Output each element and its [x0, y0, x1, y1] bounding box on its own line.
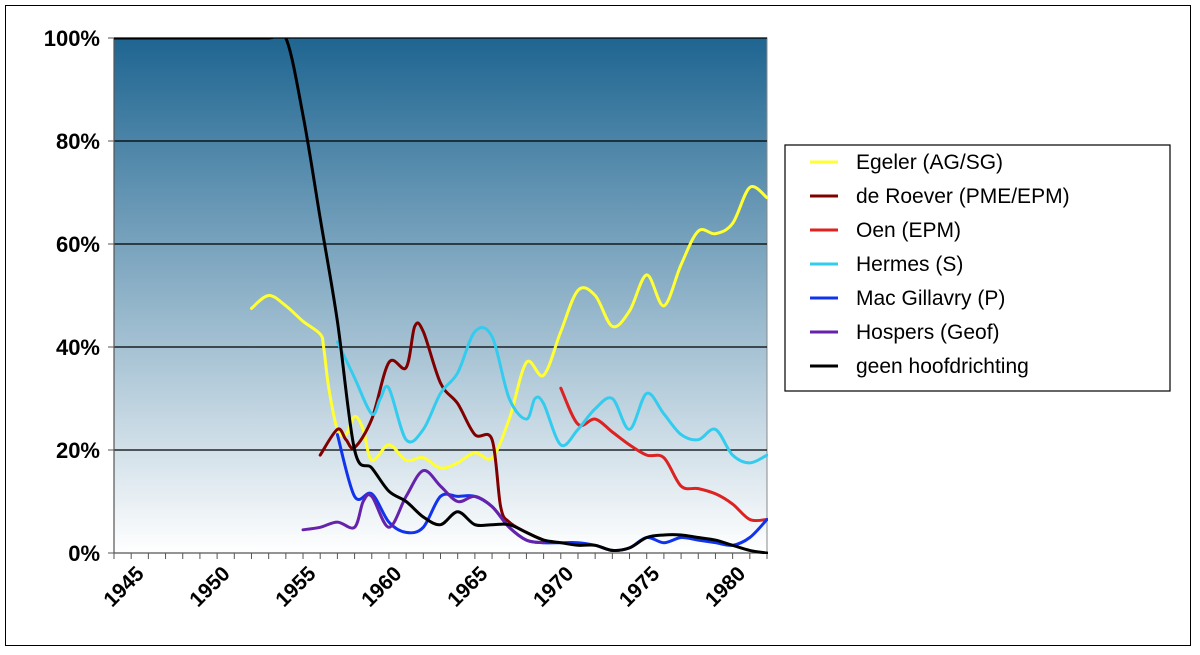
y-tick-label: 100% — [44, 26, 100, 51]
x-tick-label: 1980 — [701, 562, 750, 611]
legend-box — [784, 144, 1171, 392]
legend-label-oen-epm: Oen (EPM) — [856, 219, 961, 242]
y-tick-label: 40% — [56, 335, 100, 360]
legend-label-mac-gillavry-p: Mac Gillavry (P) — [856, 287, 1005, 310]
legend-label-hermes-s: Hermes (S) — [856, 253, 963, 276]
x-axis-ticks: 1945 1950 1955 1960 1965 1970 1975 1980 — [99, 553, 768, 612]
y-tick-label: 60% — [56, 232, 100, 257]
series-line-de-roever-pme-epm — [318, 321, 546, 542]
x-tick-label: 1960 — [357, 562, 406, 611]
series-lines — [114, 38, 768, 554]
legend-label-de-roever-pme-epm: de Roever (PME/EPM) — [856, 185, 1070, 208]
legend-label-hospers-geof: Hospers (Geof) — [856, 321, 1000, 344]
x-tick-label: 1965 — [443, 562, 493, 612]
x-tick-label: 1950 — [185, 562, 234, 611]
y-tick-label: 80% — [56, 129, 100, 154]
series-line-geen-hoofdrichting — [114, 38, 768, 554]
legend-label-geen-hoofdrichting: geen hoofdrichting — [856, 355, 1029, 378]
x-tick-label: 1970 — [529, 562, 578, 611]
y-tick-label: 0% — [68, 541, 100, 566]
series-line-hospers-geof — [301, 469, 546, 545]
x-tick-label: 1955 — [271, 562, 321, 612]
legend: Egeler (AG/SG) de Roever (PME/EPM) Oen (EP… — [784, 144, 1171, 392]
x-tick-label: 1975 — [615, 562, 665, 612]
series-line-hermes-s — [335, 326, 768, 465]
legend-label-egeler-ag-sg: Egeler (AG/SG) — [856, 151, 1003, 174]
y-axis-ticks: 0% 20% 40% 60% 80% 100% — [44, 26, 114, 566]
series-line-egeler-ag-sg — [250, 185, 768, 470]
y-tick-label: 20% — [56, 438, 100, 463]
x-tick-label: 1945 — [99, 562, 149, 612]
series-line-oen-epm — [559, 386, 768, 523]
